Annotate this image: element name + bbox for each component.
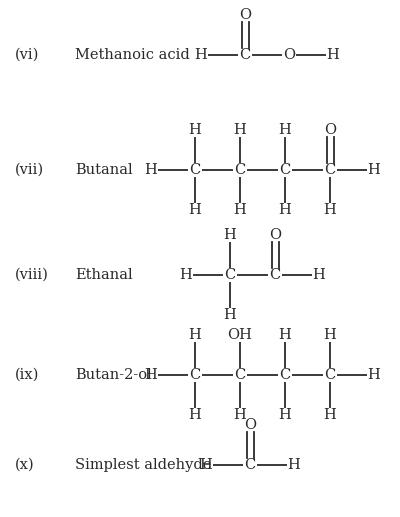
Text: C: C — [279, 163, 291, 177]
Text: C: C — [224, 268, 236, 282]
Text: Butan-2-ol: Butan-2-ol — [75, 368, 152, 382]
Text: H: H — [368, 368, 380, 382]
Text: H: H — [145, 163, 157, 177]
Text: H: H — [234, 123, 246, 137]
Text: H: H — [279, 203, 291, 217]
Text: H: H — [224, 228, 236, 242]
Text: H: H — [180, 268, 192, 282]
Text: O: O — [324, 123, 336, 137]
Text: H: H — [324, 408, 336, 422]
Text: H: H — [279, 123, 291, 137]
Text: (vi): (vi) — [15, 48, 39, 62]
Text: (viii): (viii) — [15, 268, 49, 282]
Text: C: C — [234, 163, 246, 177]
Text: H: H — [189, 203, 201, 217]
Text: Ethanal: Ethanal — [75, 268, 133, 282]
Text: C: C — [279, 368, 291, 382]
Text: H: H — [313, 268, 325, 282]
Text: H: H — [189, 408, 201, 422]
Text: H: H — [200, 458, 212, 472]
Text: (ix): (ix) — [15, 368, 39, 382]
Text: Simplest aldehyde: Simplest aldehyde — [75, 458, 211, 472]
Text: OH: OH — [228, 328, 252, 342]
Text: Butanal: Butanal — [75, 163, 133, 177]
Text: H: H — [327, 48, 339, 62]
Text: O: O — [239, 8, 251, 22]
Text: H: H — [145, 368, 157, 382]
Text: C: C — [239, 48, 251, 62]
Text: (x): (x) — [15, 458, 35, 472]
Text: Methanoic acid: Methanoic acid — [75, 48, 190, 62]
Text: H: H — [189, 123, 201, 137]
Text: C: C — [189, 368, 201, 382]
Text: C: C — [324, 163, 336, 177]
Text: H: H — [195, 48, 207, 62]
Text: (vii): (vii) — [15, 163, 44, 177]
Text: O: O — [269, 228, 281, 242]
Text: C: C — [189, 163, 201, 177]
Text: C: C — [269, 268, 281, 282]
Text: H: H — [288, 458, 300, 472]
Text: H: H — [234, 203, 246, 217]
Text: C: C — [324, 368, 336, 382]
Text: H: H — [324, 328, 336, 342]
Text: H: H — [324, 203, 336, 217]
Text: O: O — [283, 48, 295, 62]
Text: H: H — [224, 308, 236, 322]
Text: H: H — [279, 328, 291, 342]
Text: H: H — [368, 163, 380, 177]
Text: C: C — [234, 368, 246, 382]
Text: H: H — [189, 328, 201, 342]
Text: H: H — [279, 408, 291, 422]
Text: C: C — [244, 458, 256, 472]
Text: O: O — [244, 418, 256, 432]
Text: H: H — [234, 408, 246, 422]
